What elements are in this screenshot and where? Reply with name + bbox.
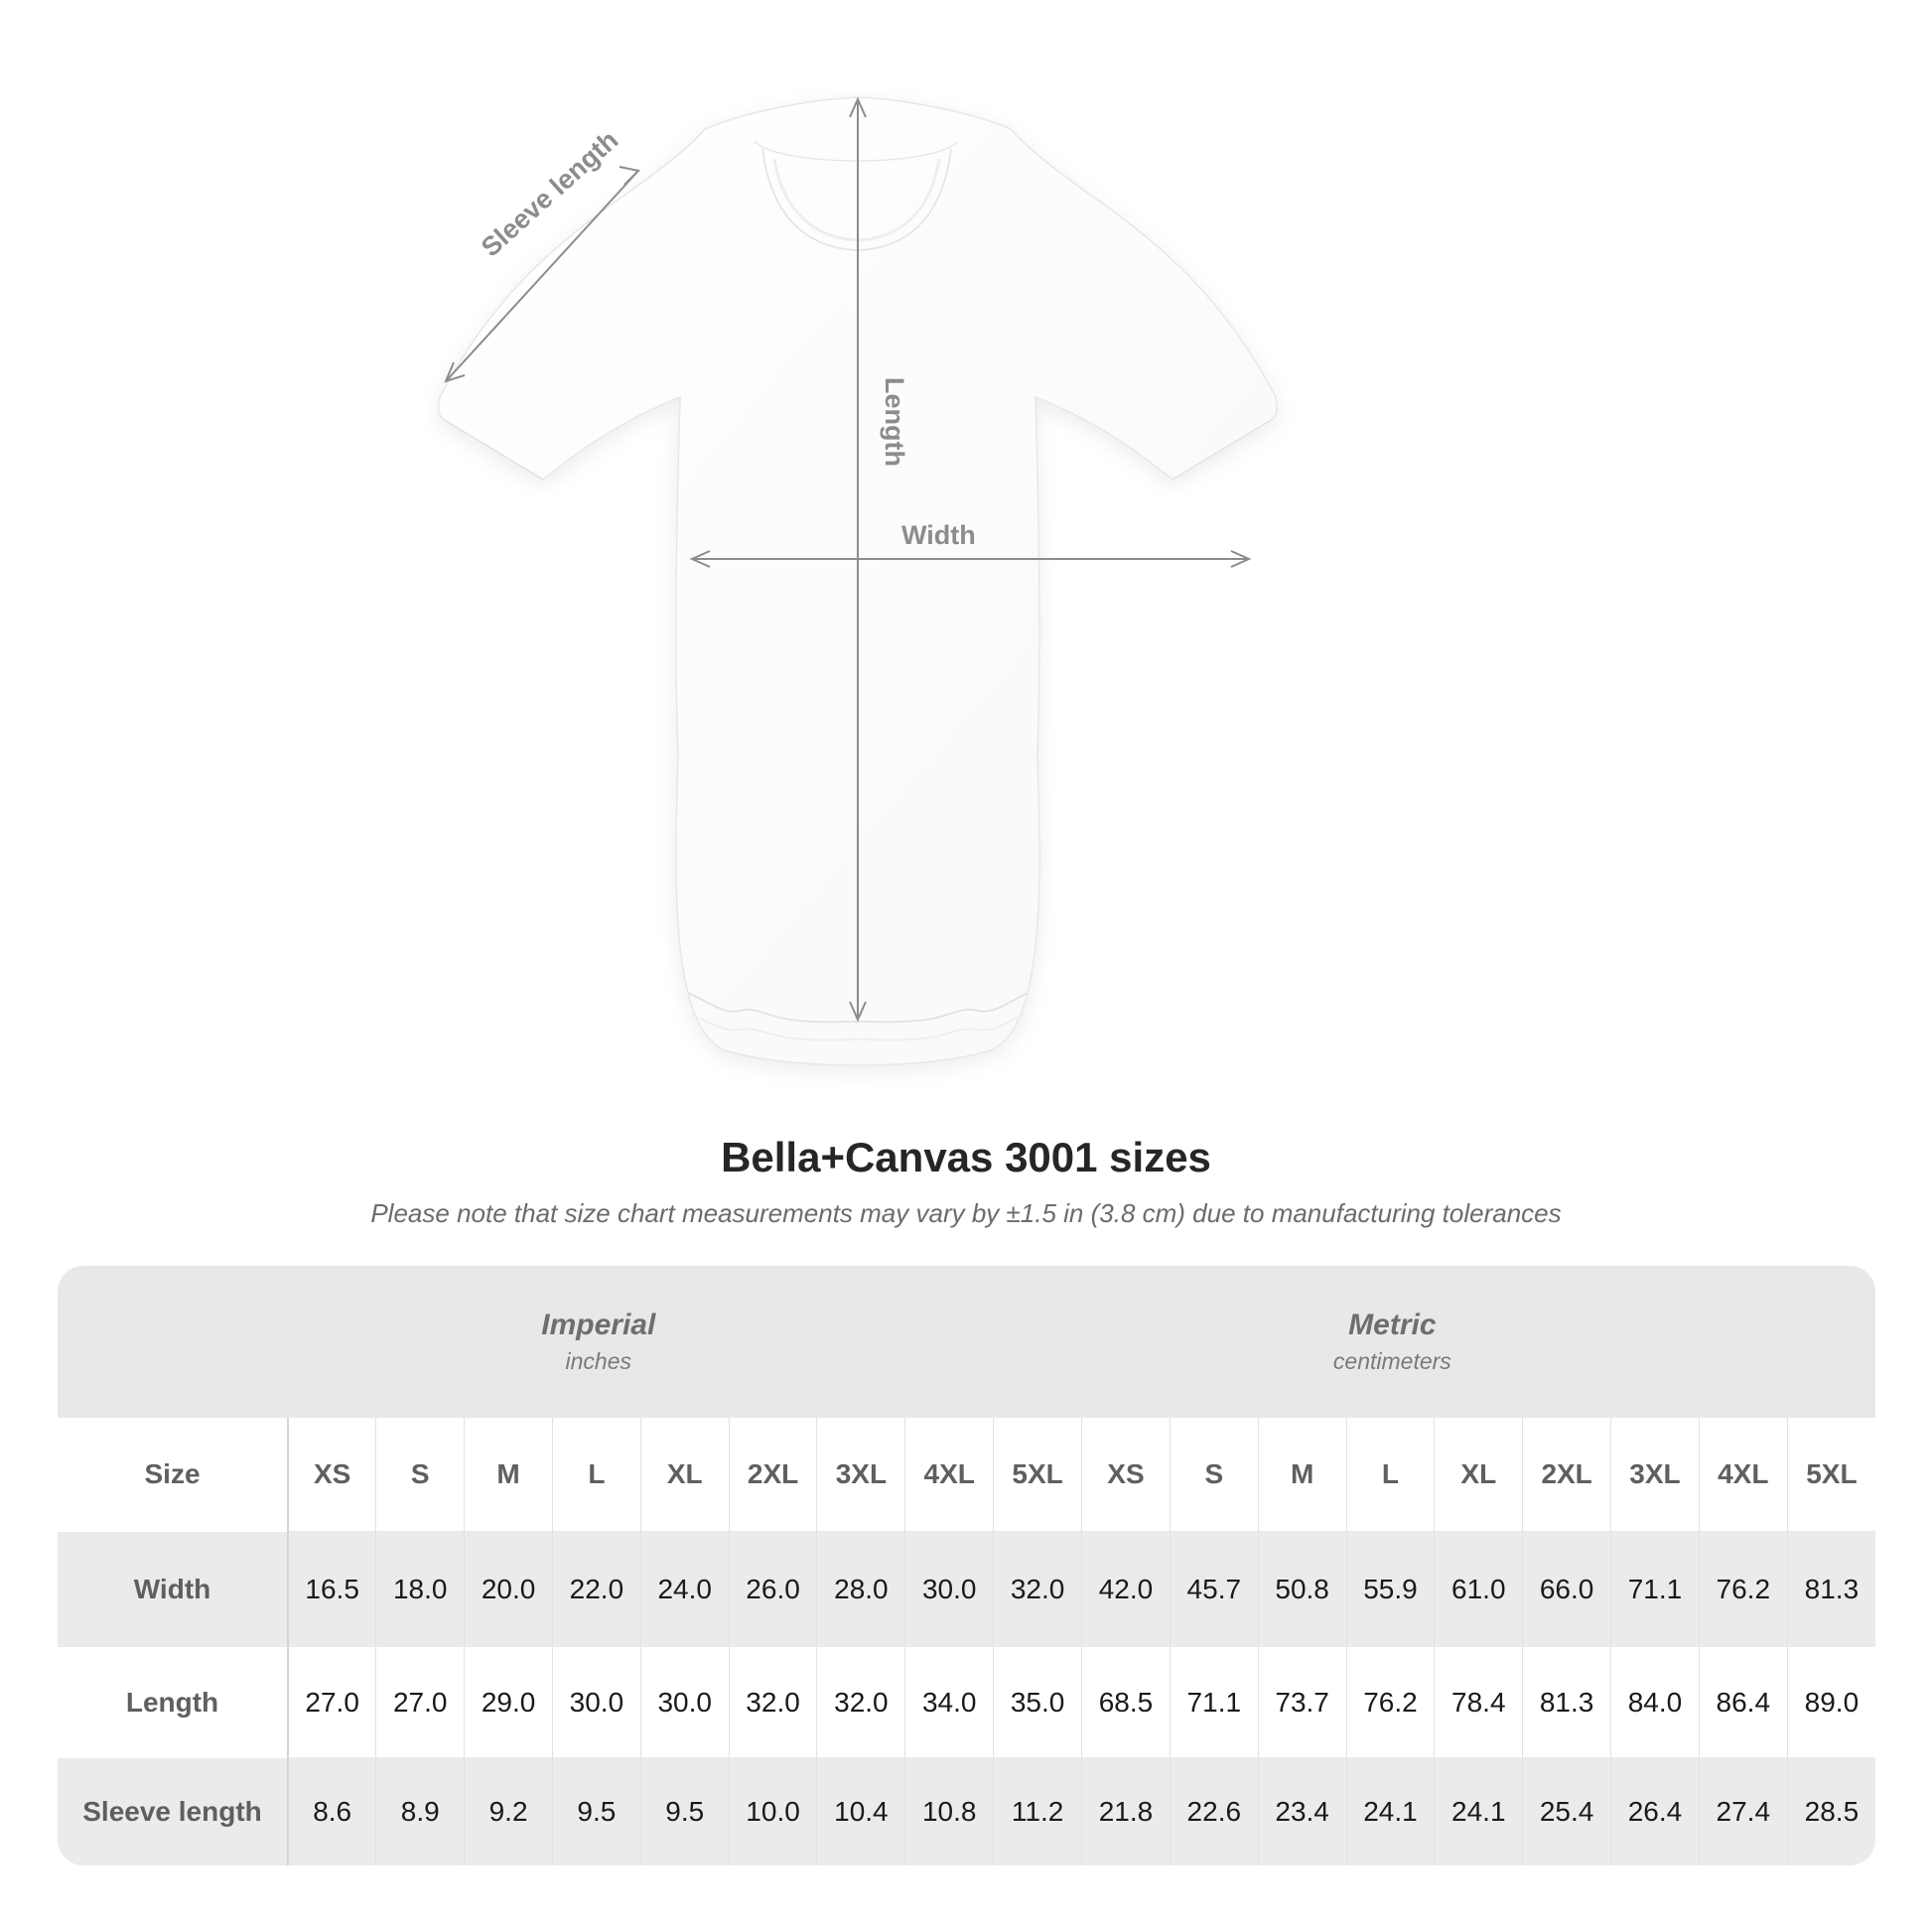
svg-text:Length: Length <box>880 377 909 467</box>
svg-text:Width: Width <box>901 520 976 550</box>
